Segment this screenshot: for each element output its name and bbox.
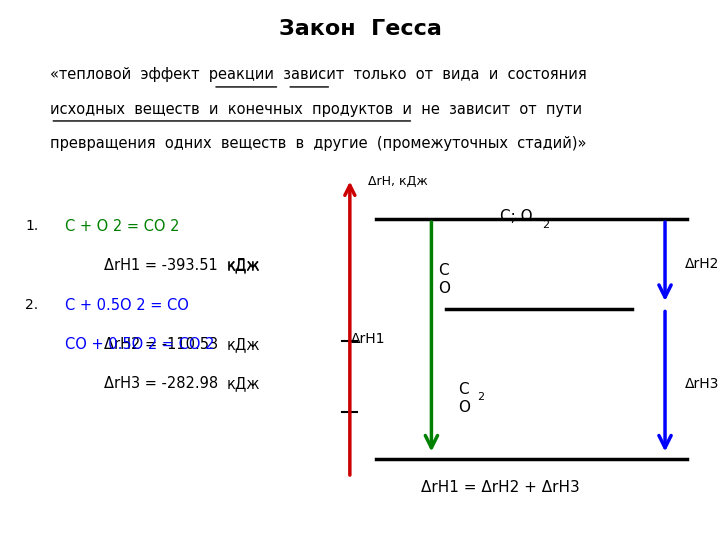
Text: 1.: 1. <box>25 219 38 233</box>
Text: C; O: C; O <box>500 209 533 224</box>
Text: Закон  Гесса: Закон Гесса <box>279 19 441 39</box>
Text: ΔrH2 = -110.53: ΔrH2 = -110.53 <box>104 337 219 352</box>
Text: C: C <box>458 382 469 397</box>
Text: кДж: кДж <box>227 337 260 352</box>
Text: 2.: 2. <box>25 298 38 312</box>
Text: исходных  веществ  и  конечных  продуктов  и  не  зависит  от  пути: исходных веществ и конечных продуктов и … <box>50 102 582 117</box>
Text: 2: 2 <box>542 219 549 230</box>
Text: C + 0.5O 2 = CO: C + 0.5O 2 = CO <box>65 298 189 313</box>
Text: «тепловой  эффект  реакции  зависит  только  от  вида  и  состояния: «тепловой эффект реакции зависит только … <box>50 68 587 83</box>
Text: ΔrH, кДж: ΔrH, кДж <box>369 175 428 188</box>
Text: кДж: кДж <box>227 258 260 273</box>
Text: ΔrH3: ΔrH3 <box>685 377 719 391</box>
Text: 2: 2 <box>477 392 485 402</box>
Text: C + O 2 = CO 2: C + O 2 = CO 2 <box>65 219 179 234</box>
Text: ΔrH1 = -393.51: ΔrH1 = -393.51 <box>104 258 218 273</box>
Text: ΔrH2: ΔrH2 <box>685 257 719 271</box>
Text: превращения  одних  веществ  в  другие  (промежуточных  стадий)»: превращения одних веществ в другие (пром… <box>50 136 587 151</box>
Text: ΔrH1 = ΔrH2 + ΔrH3: ΔrH1 = ΔrH2 + ΔrH3 <box>421 480 580 495</box>
Text: CO + 0.5O 2 = CO 2: CO + 0.5O 2 = CO 2 <box>65 337 215 352</box>
Text: O: O <box>438 281 451 296</box>
Text: ΔrH3 = -282.98: ΔrH3 = -282.98 <box>104 376 219 392</box>
Text: кДж: кДж <box>227 376 260 392</box>
Text: кДж: кДж <box>227 258 260 273</box>
Text: C: C <box>438 263 449 278</box>
Text: O: O <box>458 400 470 415</box>
Text: ΔrH1: ΔrH1 <box>351 332 386 346</box>
